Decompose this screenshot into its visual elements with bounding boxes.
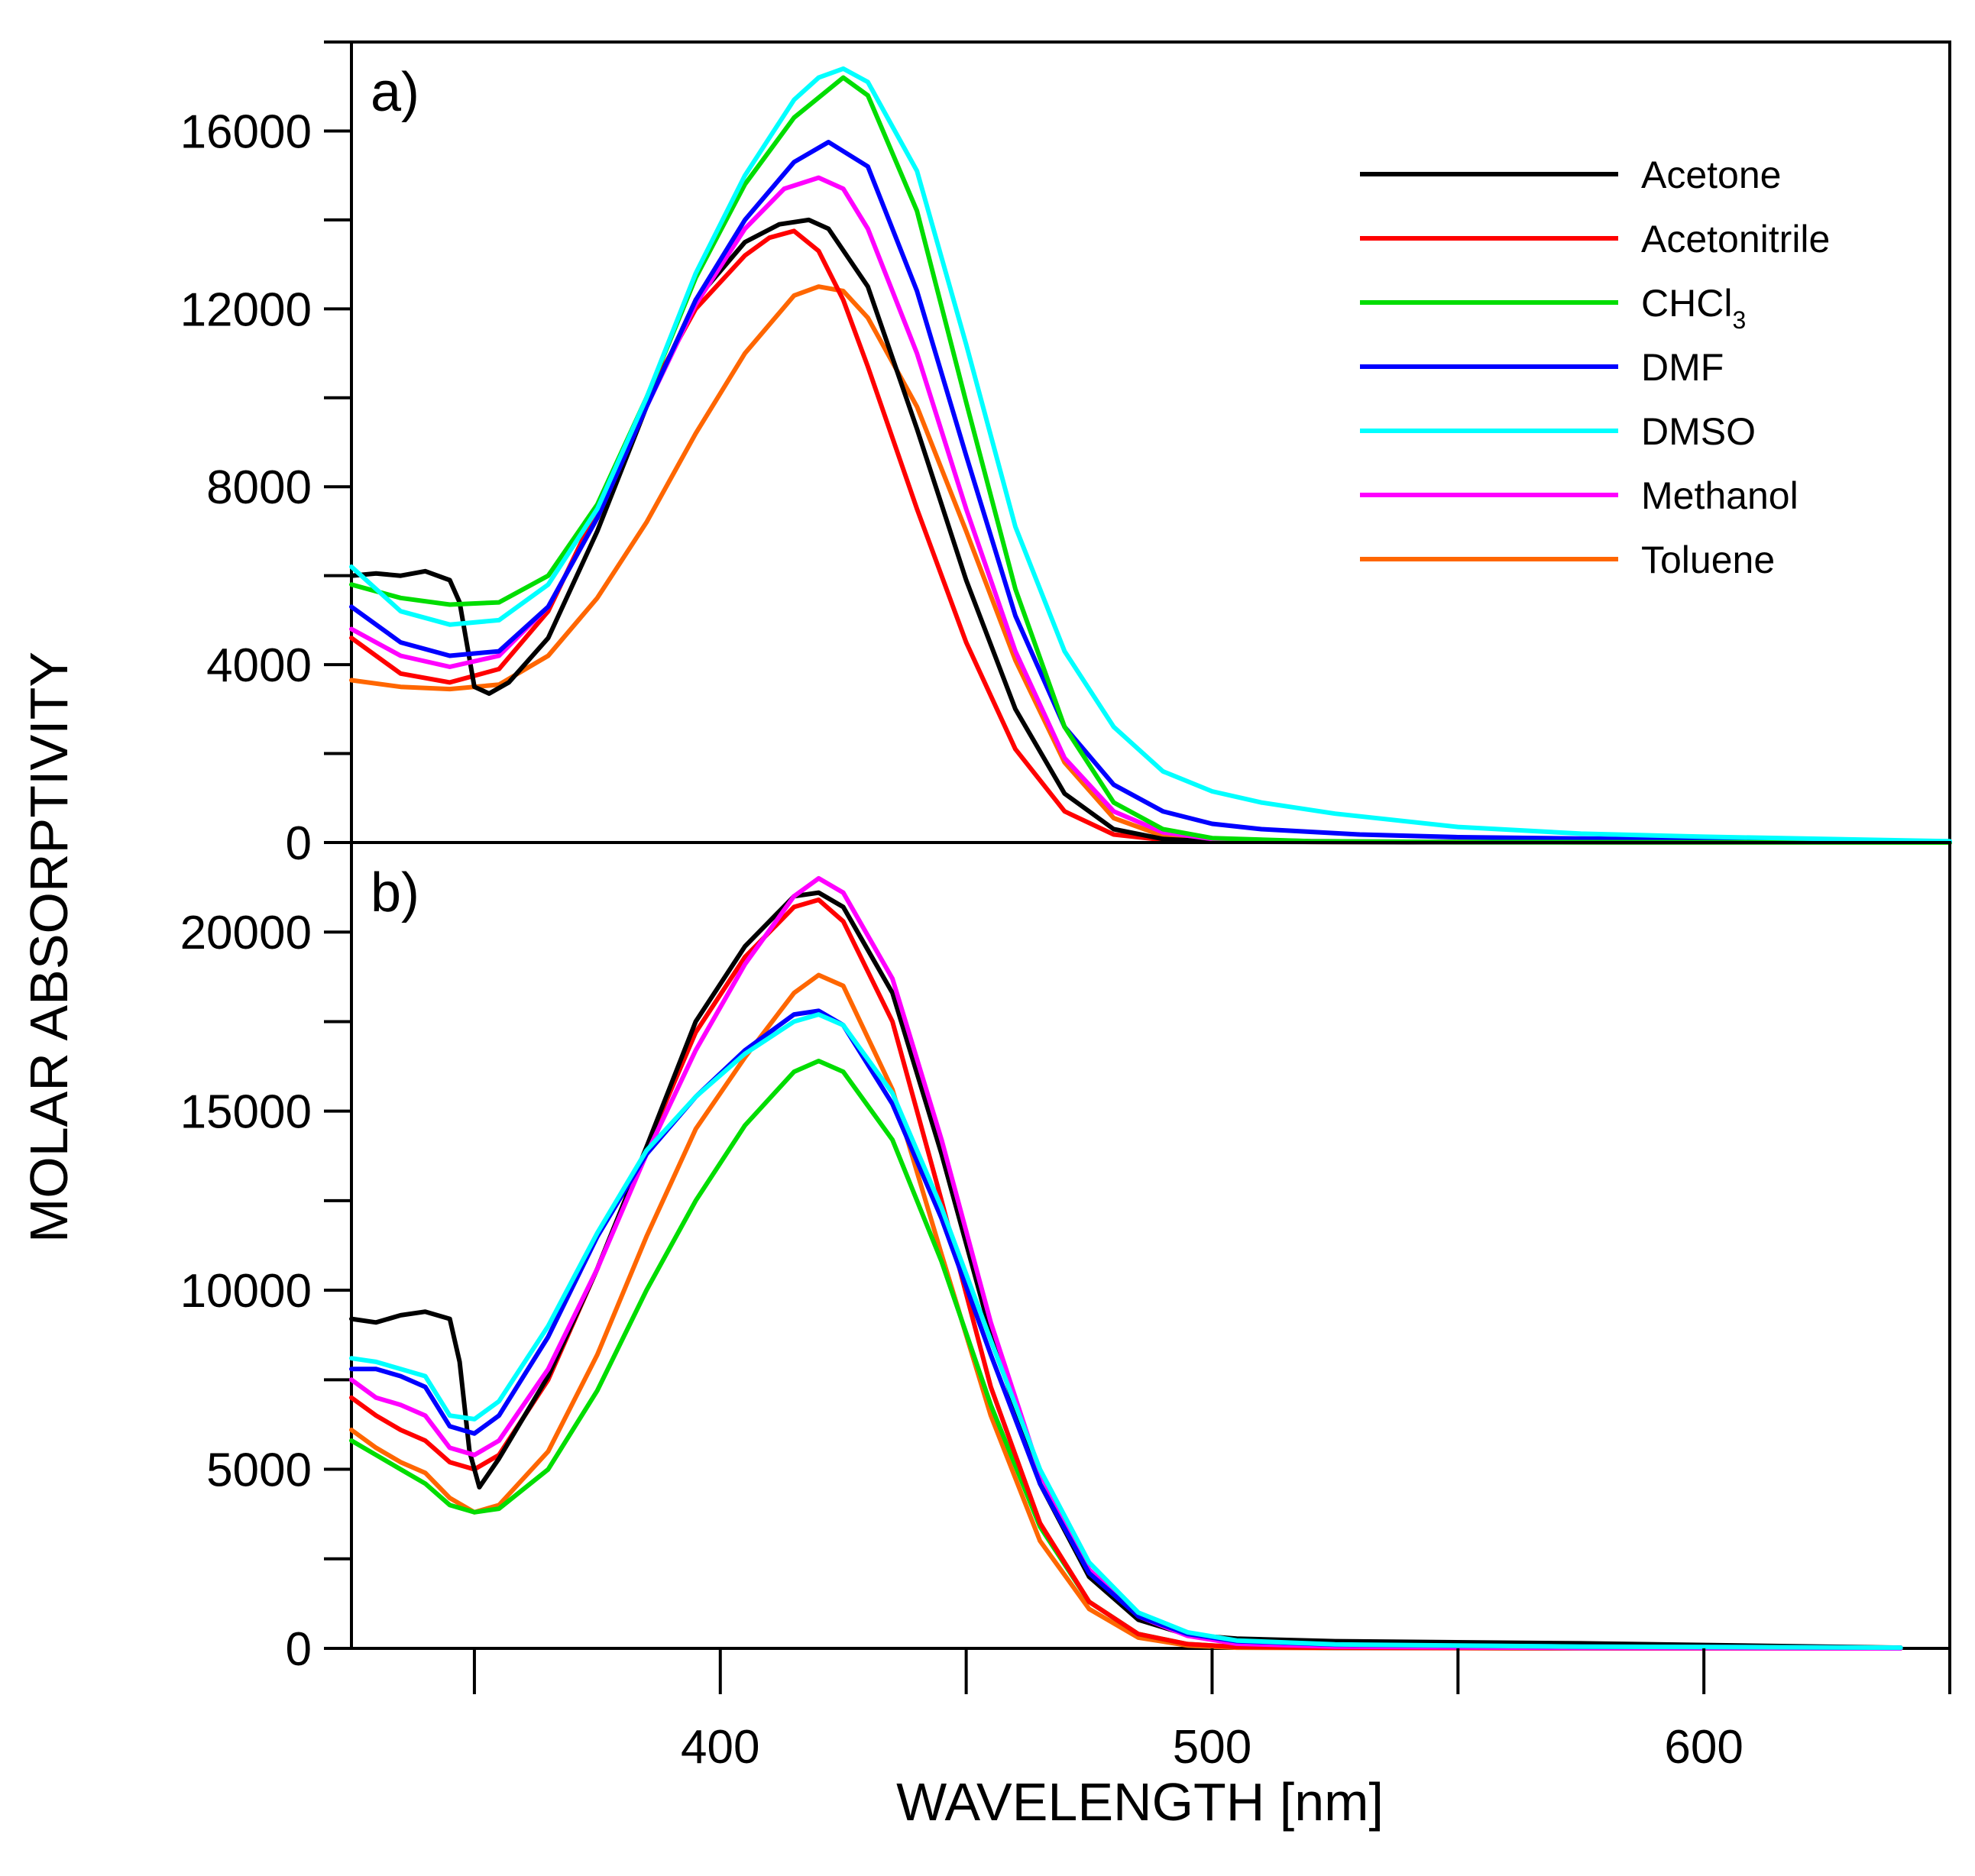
y-tick-label-b: 15000 — [180, 1086, 312, 1139]
legend-label-text: Methanol — [1641, 474, 1799, 517]
series-line-a-dmso — [349, 66, 1952, 844]
legend-label-text: Toluene — [1641, 539, 1775, 581]
y-tick-label-b: 5000 — [206, 1444, 312, 1497]
axis-titles: WAVELENGTH [nm] MOLAR ABSORPTIVITY — [19, 652, 1384, 1832]
y-axis-title: MOLAR ABSORPTIVITY — [19, 652, 79, 1243]
legend-label-text: Acetonitrile — [1641, 218, 1830, 260]
legend-label-dmso: DMSO — [1641, 410, 1756, 453]
series-line-a-acetone — [349, 217, 1952, 845]
legend-label-text: DMSO — [1641, 410, 1756, 453]
x-tick-label: 500 — [1173, 1721, 1251, 1774]
legend: Acetone Acetonitrile CHCl3 DMF DMSO Methanol T… — [1360, 154, 1830, 581]
panel-label-a: a) — [371, 62, 419, 123]
plot-frame-b — [350, 841, 1951, 1650]
panel-b: 0 5000 10000 15000 20000 b) 400 500 600 — [180, 841, 1951, 1774]
y-tick-label-a: 12000 — [180, 283, 312, 336]
y-tick-label-b: 10000 — [180, 1265, 312, 1318]
legend-label-dmf: DMF — [1641, 346, 1724, 389]
legend-label-acetonitrile: Acetonitrile — [1641, 218, 1830, 260]
x-axis-title: WAVELENGTH [nm] — [896, 1772, 1384, 1832]
y-tick-label-a: 8000 — [206, 461, 312, 514]
legend-label-text: CHCl — [1641, 282, 1732, 325]
legend-label-acetone: Acetone — [1641, 154, 1781, 196]
y-tick-label-a: 16000 — [180, 105, 312, 158]
series-line-b-dmf — [349, 1008, 1903, 1651]
series-line-b-acetone — [349, 890, 1903, 1651]
y-tick-label-b: 20000 — [180, 907, 312, 959]
panel-label-b: b) — [371, 862, 419, 923]
series-line-b-toluene — [349, 972, 1903, 1651]
series-line-b-acetonitrile — [349, 898, 1903, 1651]
series-line-b-chcl3 — [349, 1059, 1903, 1651]
y-tick-label-a: 4000 — [206, 639, 312, 692]
series-line-a-chcl3 — [349, 75, 1952, 845]
legend-label-chcl3: CHCl3 — [1641, 282, 1746, 334]
panel-a: 0 4000 8000 12000 16000 a) Acetone Acetonitrile… — [180, 40, 1952, 870]
legend-label-toluene: Toluene — [1641, 539, 1775, 581]
y-tick-label-b: 0 — [286, 1623, 312, 1676]
legend-label-text: DMF — [1641, 346, 1724, 389]
series-line-a-dmf — [349, 140, 1952, 844]
y-tick-label-a: 0 — [286, 817, 312, 870]
legend-label-subscript: 3 — [1732, 306, 1746, 334]
x-tick-label: 600 — [1664, 1721, 1743, 1774]
legend-label-methanol: Methanol — [1641, 474, 1799, 517]
series-line-b-dmso — [349, 1012, 1903, 1651]
legend-label-text: Acetone — [1641, 154, 1781, 196]
x-tick-label: 400 — [681, 1721, 759, 1774]
